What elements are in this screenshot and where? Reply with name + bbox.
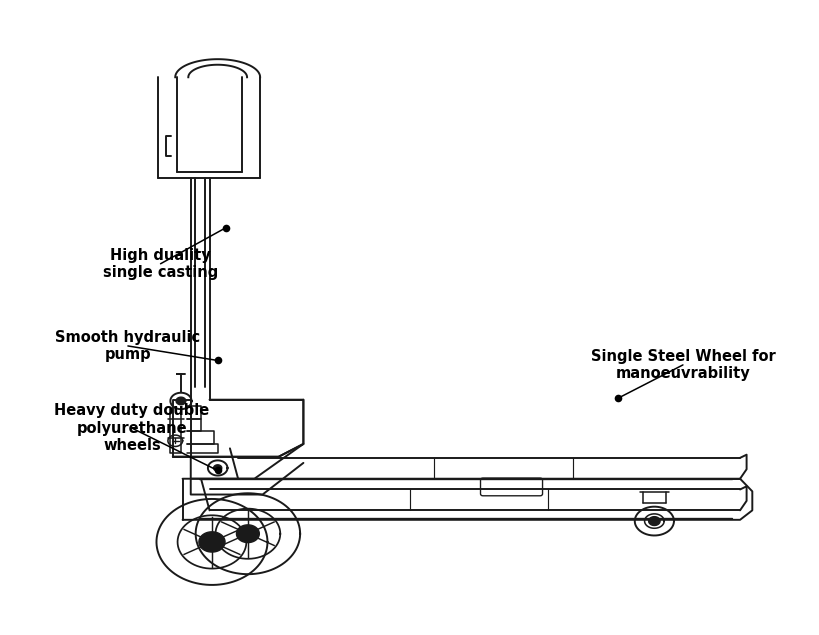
Text: Heavy duty double
polyurethane
wheels: Heavy duty double polyurethane wheels [54, 403, 210, 453]
Polygon shape [649, 517, 660, 526]
Text: Smooth hydraulic
pump: Smooth hydraulic pump [56, 330, 201, 362]
Polygon shape [237, 525, 260, 542]
Polygon shape [176, 397, 186, 404]
FancyBboxPatch shape [481, 478, 542, 496]
Polygon shape [214, 465, 222, 471]
Text: High duality
single casting: High duality single casting [103, 248, 218, 280]
Polygon shape [199, 532, 225, 552]
Text: Single Steel Wheel for
manoeuvrability: Single Steel Wheel for manoeuvrability [590, 349, 776, 381]
